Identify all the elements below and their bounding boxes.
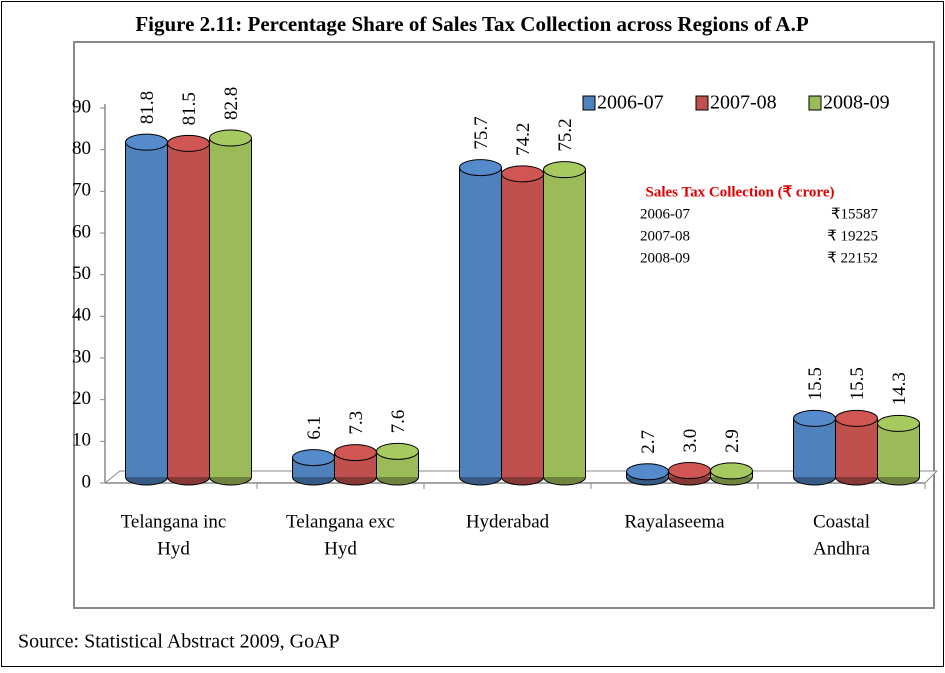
- note-value: ₹15587: [831, 206, 879, 222]
- y-tick-label: 30: [72, 346, 91, 367]
- data-label: 7.6: [388, 410, 409, 434]
- y-tick-label: 40: [72, 305, 91, 326]
- note-year: 2007-08: [640, 228, 690, 244]
- bar-top: [668, 462, 711, 479]
- x-tick-label: Coastal: [813, 511, 870, 532]
- bar-top: [125, 133, 168, 151]
- bar-top: [793, 409, 836, 427]
- y-tick-label: 20: [72, 388, 91, 409]
- bar-top: [501, 165, 544, 183]
- bar-top: [376, 442, 419, 460]
- note-value: ₹ 22152: [827, 250, 878, 266]
- data-label: 7.3: [346, 411, 367, 435]
- x-tick-label: Hyderabad: [466, 511, 550, 532]
- y-tick-label: 90: [72, 96, 91, 117]
- bar-top: [543, 161, 586, 179]
- bar-top: [209, 129, 252, 147]
- bar: [125, 133, 168, 486]
- bar-top: [334, 444, 377, 462]
- y-tick-label: 70: [72, 180, 91, 201]
- bar-body: [459, 167, 502, 478]
- data-label: 15.5: [805, 367, 826, 400]
- data-label: 81.8: [137, 91, 158, 124]
- data-label: 2.9: [722, 429, 743, 453]
- y-tick-label: 0: [82, 471, 92, 492]
- bar-body: [793, 418, 836, 477]
- bar-top: [835, 409, 878, 427]
- legend-swatch: [808, 95, 822, 111]
- bar: [710, 462, 753, 486]
- legend-swatch: [582, 95, 596, 111]
- x-tick-label: Rayalaseema: [624, 511, 725, 532]
- note-title: Sales Tax Collection (₹ crore): [646, 184, 835, 200]
- y-tick-label: 80: [72, 138, 91, 159]
- bar-top: [877, 414, 920, 432]
- data-label: 81.5: [179, 92, 200, 125]
- legend-label: 2007-08: [710, 92, 777, 114]
- x-tick-label: Telangana inc: [121, 511, 227, 532]
- chart-title: Figure 2.11: Percentage Share of Sales T…: [135, 12, 808, 36]
- legend-label: 2008-09: [823, 92, 890, 114]
- data-label: 74.2: [513, 123, 534, 156]
- data-label: 3.0: [680, 429, 701, 453]
- bar-top: [626, 463, 669, 481]
- data-label: 15.5: [847, 367, 868, 400]
- source: Source: Statistical Abstract 2009, GoAP: [18, 631, 340, 653]
- bar-body: [877, 423, 920, 477]
- bar-top: [292, 449, 335, 467]
- data-label: 75.7: [471, 116, 492, 149]
- y-tick-label: 10: [72, 430, 91, 451]
- bar-top: [710, 462, 753, 480]
- x-tick-label: Andhra: [813, 538, 871, 559]
- bar: [668, 462, 711, 486]
- data-label: 14.3: [889, 372, 910, 405]
- bar: [543, 161, 586, 486]
- bar-body: [167, 143, 210, 477]
- bar-body: [209, 138, 252, 477]
- data-label: 82.8: [221, 87, 242, 120]
- note-year: 2008-09: [640, 250, 690, 266]
- x-tick-label: Hyd: [324, 538, 357, 559]
- data-label: 2.7: [638, 430, 659, 454]
- bar: [334, 444, 377, 486]
- data-label: 6.1: [304, 416, 325, 440]
- bar: [835, 409, 878, 486]
- bar: [459, 159, 502, 486]
- bar: [292, 449, 335, 486]
- y-tick-label: 50: [72, 263, 91, 284]
- x-tick-label: Telangana exc: [286, 511, 395, 532]
- legend-swatch: [695, 95, 709, 111]
- bar: [167, 134, 210, 486]
- bar: [793, 409, 836, 486]
- note-value: ₹ 19225: [827, 228, 878, 244]
- bar: [209, 129, 252, 486]
- data-label: 75.2: [555, 118, 576, 151]
- note-year: 2006-07: [640, 206, 690, 222]
- y-tick-label: 60: [72, 221, 91, 242]
- bar-top: [459, 159, 502, 177]
- bar: [501, 165, 544, 486]
- bar: [877, 414, 920, 486]
- bar-body: [835, 418, 878, 477]
- legend-label: 2006-07: [597, 92, 664, 114]
- bar: [376, 442, 419, 486]
- x-tick-label: Hyd: [157, 538, 190, 559]
- bar: [626, 463, 669, 486]
- bar-body: [501, 173, 544, 478]
- bar-top: [167, 134, 210, 152]
- bar-body: [125, 142, 168, 477]
- bar-body: [543, 169, 586, 477]
